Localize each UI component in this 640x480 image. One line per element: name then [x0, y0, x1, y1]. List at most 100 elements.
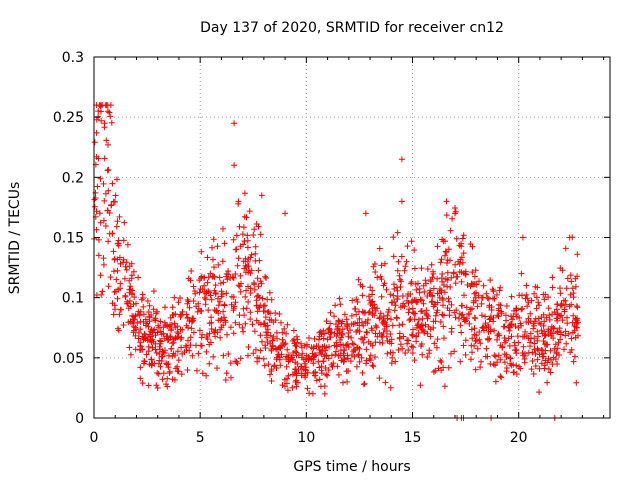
data-point — [319, 344, 326, 350]
data-point — [417, 382, 424, 389]
data-point — [360, 339, 367, 346]
data-point — [531, 335, 538, 342]
data-point — [289, 356, 296, 363]
data-point — [132, 332, 139, 339]
data-point — [215, 302, 222, 309]
data-point — [535, 333, 541, 340]
data-point — [430, 324, 437, 331]
data-point — [137, 326, 144, 333]
axis-ticks — [93, 56, 610, 419]
data-point — [116, 213, 123, 220]
data-point — [466, 320, 473, 327]
data-point — [476, 278, 482, 285]
data-point — [335, 352, 342, 359]
data-point — [376, 330, 383, 337]
data-point — [404, 243, 411, 250]
data-point — [518, 306, 525, 313]
data-point — [237, 355, 244, 362]
data-point — [534, 337, 541, 344]
data-point — [310, 360, 317, 367]
data-point — [561, 308, 568, 315]
data-point — [557, 285, 563, 292]
data-point — [344, 378, 351, 385]
data-point — [306, 335, 312, 341]
data-point — [555, 339, 562, 346]
data-point — [556, 325, 563, 332]
data-point — [508, 321, 515, 328]
data-point — [109, 180, 116, 187]
data-point — [554, 310, 561, 317]
data-point — [557, 336, 564, 343]
data-point — [198, 248, 205, 255]
data-point — [339, 332, 346, 338]
data-point — [364, 329, 371, 336]
data-point — [497, 373, 504, 380]
data-point — [265, 361, 272, 368]
data-point — [97, 219, 104, 226]
data-point — [541, 341, 548, 348]
data-point — [328, 352, 335, 359]
data-point — [474, 345, 481, 352]
data-point — [106, 109, 113, 116]
data-point — [411, 265, 418, 272]
data-point — [298, 363, 305, 370]
data-point — [152, 317, 159, 324]
data-point — [434, 290, 441, 297]
data-point — [164, 383, 171, 390]
data-point — [519, 305, 526, 312]
data-point — [344, 341, 351, 348]
data-point — [544, 379, 551, 386]
data-point — [369, 362, 376, 369]
data-point — [115, 237, 122, 244]
data-point — [110, 311, 117, 318]
data-point — [401, 267, 408, 274]
data-point — [318, 347, 324, 354]
data-point — [244, 237, 251, 244]
data-point — [474, 303, 481, 310]
data-point — [446, 312, 453, 319]
data-point — [320, 358, 327, 365]
x-tick-label: 10 — [297, 430, 315, 446]
data-point — [398, 198, 405, 205]
data-point — [424, 293, 431, 299]
data-point — [186, 304, 193, 311]
data-point — [146, 302, 153, 309]
data-point — [170, 336, 177, 343]
data-point — [564, 314, 570, 321]
data-point — [225, 351, 232, 357]
data-point — [411, 357, 418, 364]
data-point — [458, 329, 465, 336]
data-point — [350, 341, 357, 348]
data-point — [104, 108, 111, 115]
data-point — [464, 282, 471, 288]
data-point — [267, 371, 273, 378]
data-point — [339, 326, 346, 333]
data-point — [198, 273, 205, 280]
data-point — [105, 166, 112, 173]
data-point — [165, 336, 172, 343]
data-point — [126, 344, 133, 351]
data-point — [418, 297, 425, 304]
data-point — [156, 343, 163, 350]
data-point — [397, 341, 404, 348]
data-point — [115, 286, 122, 293]
data-point — [220, 308, 227, 315]
data-point — [281, 325, 288, 332]
y-tick-label: 0.25 — [53, 110, 84, 126]
data-point — [535, 299, 542, 306]
data-point — [138, 296, 145, 303]
data-point — [430, 270, 437, 277]
data-point — [250, 232, 257, 238]
data-point — [194, 367, 200, 374]
data-point — [361, 334, 368, 341]
data-point — [334, 326, 341, 333]
data-point — [523, 333, 530, 339]
data-point — [124, 241, 131, 248]
data-point — [554, 301, 561, 308]
data-point — [330, 360, 337, 367]
data-point — [255, 267, 262, 274]
data-point — [530, 371, 537, 377]
data-point — [394, 293, 401, 300]
data-point — [510, 313, 517, 320]
data-point — [568, 335, 575, 342]
